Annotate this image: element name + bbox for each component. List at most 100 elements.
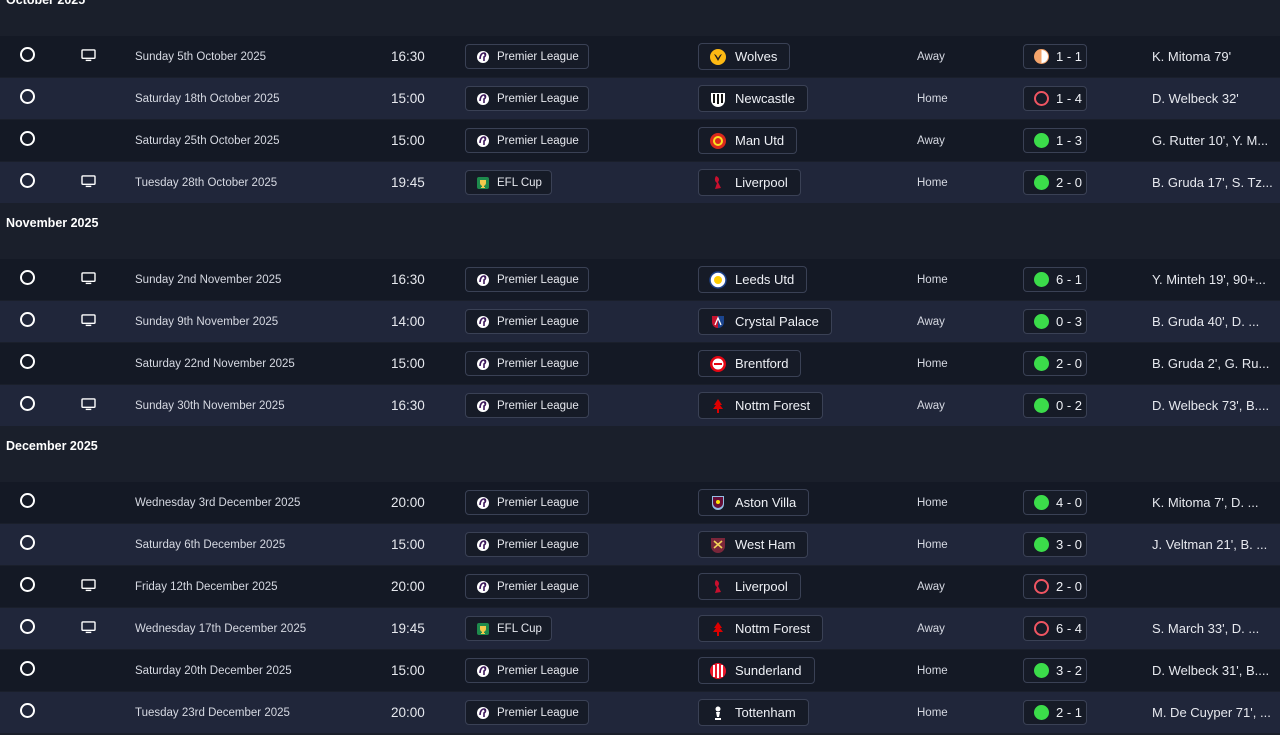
result-badge[interactable]: 3 - 2 [1023,658,1087,683]
select-radio[interactable] [20,535,35,550]
fixture-row[interactable]: Saturday 22nd November 2025 15:00 Premier … [0,343,1280,384]
competition-badge[interactable]: Premier League [465,267,589,292]
select-radio[interactable] [20,270,35,285]
result-badge[interactable]: 2 - 0 [1023,574,1087,599]
competition-badge[interactable]: Premier League [465,532,589,557]
result-badge[interactable]: 6 - 1 [1023,267,1087,292]
match-score: 1 - 1 [1056,49,1083,64]
competition-badge[interactable]: Premier League [465,86,589,111]
select-radio[interactable] [20,703,35,718]
competition-badge[interactable]: Premier League [465,658,589,683]
competition-badge[interactable]: Premier League [465,351,589,376]
result-badge[interactable]: 1 - 4 [1023,86,1087,111]
result-badge[interactable]: 1 - 1 [1023,44,1087,69]
select-radio[interactable] [20,619,35,634]
result-badge[interactable]: 2 - 0 [1023,170,1087,195]
goal-scorers: B. Gruda 17', S. Tz... [1152,175,1273,190]
select-radio[interactable] [20,493,35,508]
result-badge[interactable]: 0 - 2 [1023,393,1087,418]
opponent-team-name: Nottm Forest [735,398,811,413]
result-badge[interactable]: 4 - 0 [1023,490,1087,515]
select-radio[interactable] [20,47,35,62]
match-score: 3 - 0 [1056,537,1083,552]
venue: Home [917,92,948,105]
opponent-team-button[interactable]: Brentford [698,350,802,377]
fixture-row[interactable]: Wednesday 3rd December 2025 20:00 Premier … [0,482,1280,523]
fixture-row[interactable]: Tuesday 23rd December 2025 20:00 Premier L… [0,692,1280,733]
month-label: December 2025 [6,439,98,453]
competition-badge[interactable]: Premier League [465,309,589,334]
opponent-team-button[interactable]: Nottm Forest [698,392,824,419]
competition-badge[interactable]: Premier League [465,44,589,69]
fixture-row[interactable]: Saturday 20th December 2025 15:00 Premier … [0,650,1280,691]
competition-badge[interactable]: EFL Cup [465,616,552,641]
opponent-team-button[interactable]: Sunderland [698,657,815,684]
match-score: 2 - 0 [1056,175,1083,190]
competition-badge[interactable]: Premier League [465,128,589,153]
nottm-forest-crest-icon [709,620,727,638]
result-badge[interactable]: 2 - 1 [1023,700,1087,725]
opponent-team-button[interactable]: Liverpool [698,169,801,196]
opponent-team-button[interactable]: Tottenham [698,699,809,726]
competition-badge[interactable]: Premier League [465,393,589,418]
opponent-team-button[interactable]: Wolves [698,43,791,70]
competition-name: Premier League [497,50,579,63]
result-badge[interactable]: 2 - 0 [1023,351,1087,376]
win-result-icon [1034,133,1049,148]
select-radio[interactable] [20,396,35,411]
fixture-row[interactable]: Saturday 6th December 2025 15:00 Premier L… [0,524,1280,565]
result-badge[interactable]: 6 - 4 [1023,616,1087,641]
premier-league-icon [476,134,490,148]
fixture-row[interactable]: Sunday 2nd November 2025 16:30 Premier Lea… [0,259,1280,300]
leeds-crest-icon [709,270,727,289]
competition-name: Premier League [497,357,579,370]
kickoff-time: 14:00 [391,314,425,329]
fixture-date: Sunday 30th November 2025 [135,399,285,412]
kickoff-time: 15:00 [391,537,425,552]
efl-cup-icon [476,176,490,190]
month-label: October 2025 [6,0,86,7]
opponent-team-name: Nottm Forest [735,621,811,636]
opponent-team-button[interactable]: Leeds Utd [698,266,808,293]
fixture-row[interactable]: Wednesday 17th December 2025 19:45 EFL Cup… [0,608,1280,649]
opponent-team-button[interactable]: West Ham [698,531,809,558]
fixture-date: Sunday 2nd November 2025 [135,273,282,286]
fixture-row[interactable]: Sunday 5th October 2025 16:30 Premier Leag… [0,36,1280,77]
fixture-row[interactable]: Sunday 9th November 2025 14:00 Premier Lea… [0,301,1280,342]
opponent-team-button[interactable]: Nottm Forest [698,615,824,642]
fixture-row[interactable]: Saturday 25th October 2025 15:00 Premier L… [0,120,1280,161]
opponent-team-button[interactable]: Man Utd [698,127,798,154]
competition-badge[interactable]: Premier League [465,574,589,599]
venue: Away [917,134,945,147]
select-radio[interactable] [20,131,35,146]
select-radio[interactable] [20,173,35,188]
opponent-team-button[interactable]: Liverpool [698,573,801,600]
tv-broadcast-icon [81,49,96,62]
result-badge[interactable]: 0 - 3 [1023,309,1087,334]
man-utd-crest-icon [709,132,727,150]
select-radio[interactable] [20,661,35,676]
match-score: 6 - 4 [1056,621,1083,636]
fixture-row[interactable]: Friday 12th December 2025 20:00 Premier Le… [0,566,1280,607]
match-score: 2 - 0 [1056,579,1083,594]
fixture-row[interactable]: Saturday 18th October 2025 15:00 Premier L… [0,78,1280,119]
result-badge[interactable]: 1 - 3 [1023,128,1087,153]
win-result-icon [1034,705,1049,720]
draw-result-icon [1034,49,1049,64]
select-radio[interactable] [20,354,35,369]
select-radio[interactable] [20,577,35,592]
competition-badge[interactable]: EFL Cup [465,170,552,195]
brentford-crest-icon [709,355,727,373]
select-radio[interactable] [20,312,35,327]
opponent-team-button[interactable]: Crystal Palace [698,308,832,335]
competition-badge[interactable]: Premier League [465,490,589,515]
result-badge[interactable]: 3 - 0 [1023,532,1087,557]
opponent-team-button[interactable]: Newcastle [698,85,808,112]
select-radio[interactable] [20,89,35,104]
fixture-row[interactable]: Sunday 30th November 2025 16:30 Premier Le… [0,385,1280,426]
fixture-row[interactable]: Tuesday 28th October 2025 19:45 EFL Cup Liv… [0,162,1280,203]
competition-badge[interactable]: Premier League [465,700,589,725]
opponent-team-button[interactable]: Aston Villa [698,489,810,516]
fixture-date: Friday 12th December 2025 [135,580,278,593]
